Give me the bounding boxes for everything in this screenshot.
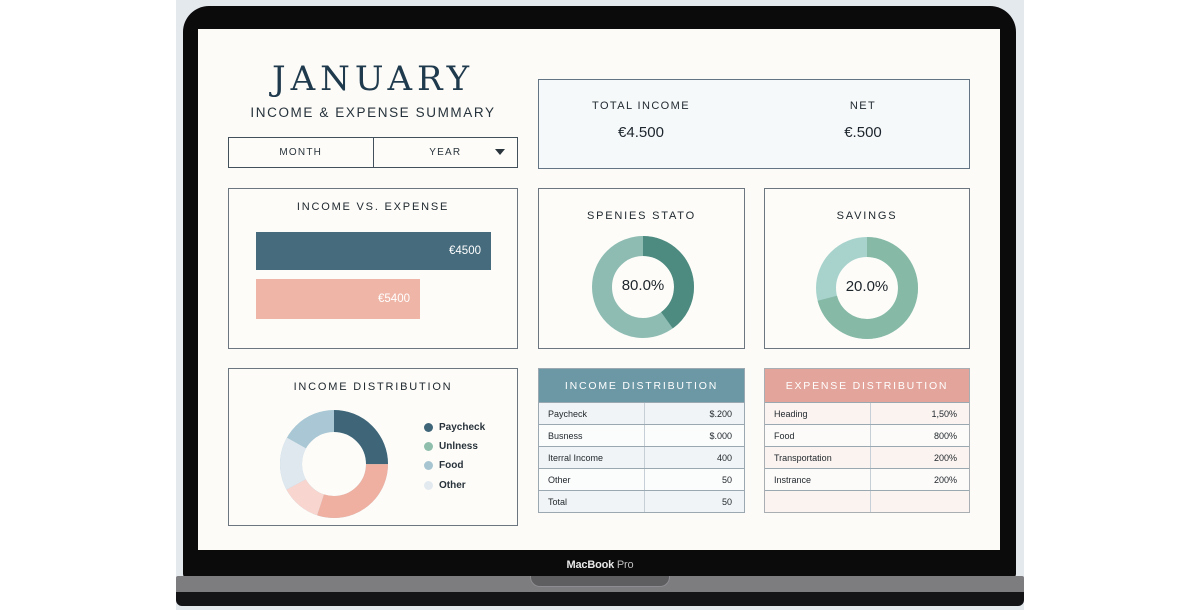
net-block: NET €.500 bbox=[763, 80, 963, 141]
month-select[interactable]: MONTH bbox=[229, 138, 373, 167]
income-distribution-table: INCOME DISTRIBUTION Paycheck $.200 Busne… bbox=[538, 368, 745, 513]
expense-table-header: EXPENSE DISTRIBUTION bbox=[765, 369, 969, 402]
legend-item-food: Food bbox=[424, 460, 463, 471]
total-income-block: TOTAL INCOME €4.500 bbox=[541, 80, 741, 141]
table-row: Instrance 200% bbox=[765, 468, 969, 490]
laptop-screen: JANUARY INCOME & EXPENSE SUMMARY MONTH Y… bbox=[198, 29, 1000, 550]
row-label: Instrance bbox=[765, 469, 871, 490]
spending-stat-title: SPENIES STATO bbox=[587, 210, 696, 222]
row-value: 400 bbox=[716, 452, 732, 463]
legend-label: Other bbox=[439, 480, 466, 491]
legend-item-paycheck: Paycheck bbox=[424, 422, 485, 433]
row-value: 800% bbox=[933, 430, 957, 441]
row-value: 1,50% bbox=[931, 408, 957, 419]
summary-card: TOTAL INCOME €4.500 NET €.500 bbox=[538, 79, 970, 169]
expense-bar-label: €5400 bbox=[378, 293, 410, 305]
year-label: YEAR bbox=[429, 147, 462, 158]
legend-label: Food bbox=[439, 460, 464, 471]
page-title: JANUARY bbox=[271, 59, 475, 99]
spending-stat-value: 80.0% bbox=[621, 277, 665, 294]
row-value: 200% bbox=[933, 474, 957, 485]
spending-donut-chart bbox=[592, 236, 694, 338]
income-vs-expense-title: INCOME VS. EXPENSE bbox=[296, 201, 450, 213]
income-distribution-title: INCOME DISTRIBUTION bbox=[293, 381, 453, 393]
spending-stat-card: SPENIES STATO 80.0% bbox=[538, 188, 745, 349]
savings-card: SAVINGS 20.0% bbox=[764, 188, 970, 349]
income-distribution-card: INCOME DISTRIBUTION Paycheck Unlness Foo… bbox=[228, 368, 518, 526]
total-income-value: €4.500 bbox=[618, 124, 664, 141]
table-row: Other 50 bbox=[539, 468, 744, 490]
dropdown-caret-icon[interactable] bbox=[495, 149, 505, 155]
income-vs-expense-card: INCOME VS. EXPENSE €4500 €5400 bbox=[228, 188, 518, 349]
row-value: 200% bbox=[933, 452, 957, 463]
income-table-header: INCOME DISTRIBUTION bbox=[539, 369, 744, 402]
table-row: Busness $.000 bbox=[539, 424, 744, 446]
legend-dot-icon bbox=[424, 461, 433, 470]
page-subtitle: INCOME & EXPENSE SUMMARY bbox=[250, 105, 496, 120]
row-label bbox=[765, 491, 871, 512]
savings-value: 20.0% bbox=[845, 278, 889, 295]
table-row: Food 800% bbox=[765, 424, 969, 446]
row-label: Other bbox=[539, 469, 645, 490]
legend-item-other: Other bbox=[424, 480, 466, 491]
total-income-label: TOTAL INCOME bbox=[592, 100, 690, 112]
row-label: Paycheck bbox=[539, 403, 645, 424]
legend-item-unlness: Unlness bbox=[424, 441, 478, 452]
net-label: NET bbox=[849, 100, 877, 112]
legend-label: Unlness bbox=[439, 441, 478, 452]
row-label: Total bbox=[539, 491, 645, 512]
laptop-base-foot bbox=[176, 592, 1024, 606]
table-row-total: Total 50 bbox=[539, 490, 744, 512]
legend-dot-icon bbox=[424, 442, 433, 451]
expense-distribution-table: EXPENSE DISTRIBUTION Heading 1,50% Food … bbox=[764, 368, 970, 513]
savings-donut-chart bbox=[816, 237, 918, 339]
row-label: Iterral Income bbox=[539, 447, 645, 468]
row-value: 50 bbox=[721, 496, 732, 507]
period-selector: MONTH YEAR bbox=[228, 137, 518, 168]
laptop-hinge-notch bbox=[530, 576, 670, 587]
year-select[interactable]: YEAR bbox=[372, 138, 518, 167]
row-value: 50 bbox=[721, 474, 732, 485]
legend-dot-icon bbox=[424, 481, 433, 490]
brand-model: Pro bbox=[616, 559, 634, 571]
row-label: Heading bbox=[765, 403, 871, 424]
savings-title: SAVINGS bbox=[836, 210, 898, 222]
legend-label: Paycheck bbox=[439, 422, 486, 433]
month-label: MONTH bbox=[279, 147, 323, 158]
table-row-empty bbox=[765, 490, 969, 512]
legend-dot-icon bbox=[424, 423, 433, 432]
table-row: Paycheck $.200 bbox=[539, 402, 744, 424]
table-row: Heading 1,50% bbox=[765, 402, 969, 424]
income-bar-label: €4500 bbox=[449, 245, 481, 257]
row-value bbox=[871, 491, 969, 512]
row-label: Transportation bbox=[765, 447, 871, 468]
row-label: Food bbox=[765, 425, 871, 446]
row-label: Busness bbox=[539, 425, 645, 446]
income-distribution-donut bbox=[280, 410, 388, 518]
row-value: $.000 bbox=[709, 430, 732, 441]
brand-name: MacBook bbox=[566, 559, 615, 571]
expense-bar: €5400 bbox=[256, 279, 420, 319]
income-bar: €4500 bbox=[256, 232, 491, 270]
row-value: $.200 bbox=[709, 408, 732, 419]
table-row: Transportation 200% bbox=[765, 446, 969, 468]
table-row: Iterral Income 400 bbox=[539, 446, 744, 468]
net-value: €.500 bbox=[844, 124, 882, 141]
device-brand-label: MacBook Pro bbox=[0, 559, 1200, 571]
